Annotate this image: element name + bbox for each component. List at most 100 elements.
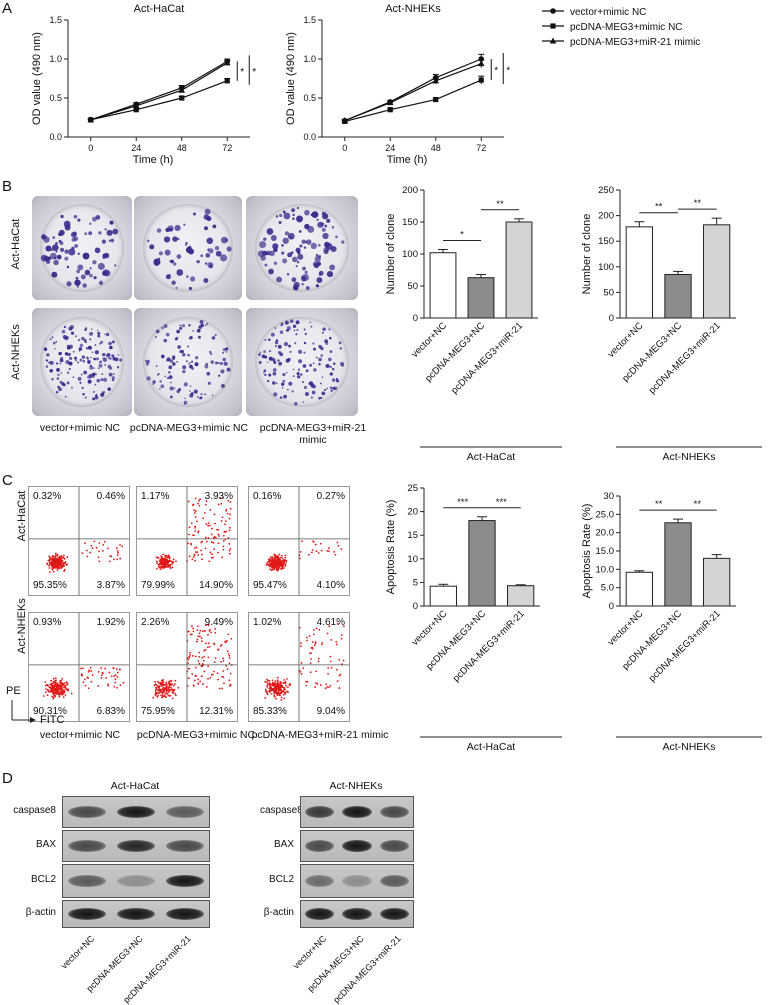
- quadrant-percent-ll: 95.35%: [33, 580, 67, 591]
- colony: [218, 374, 221, 377]
- event-dot: [284, 681, 287, 683]
- colony: [168, 365, 173, 370]
- event-dot: [270, 569, 273, 572]
- colony: [340, 361, 345, 366]
- colony: [102, 253, 107, 258]
- event-dot: [194, 526, 197, 529]
- colony: [317, 221, 324, 228]
- event-dot: [163, 687, 165, 690]
- colony: [70, 232, 77, 238]
- event-dot: [222, 545, 225, 548]
- event-dot: [53, 689, 55, 692]
- event-dot: [174, 679, 177, 682]
- colony: [97, 331, 101, 336]
- colony: [57, 233, 61, 236]
- event-dot: [164, 554, 166, 557]
- colony: [281, 386, 284, 389]
- colony: [309, 321, 312, 324]
- event-dot: [315, 682, 317, 685]
- event-dot: [227, 652, 230, 655]
- facs-col-label-2: pcDNA-MEG3+mimic NC: [136, 729, 256, 741]
- colony: [59, 358, 64, 363]
- panel-letter-a: A: [2, 0, 13, 17]
- colony-dots: [144, 319, 231, 405]
- event-dot: [53, 558, 56, 561]
- colony: [196, 395, 199, 398]
- colony: [72, 350, 75, 353]
- sig-star: *: [252, 67, 256, 78]
- blot-band: [305, 908, 335, 920]
- y-tick-label: 0.0: [303, 132, 316, 142]
- colony: [199, 319, 204, 324]
- event-dot: [67, 688, 70, 691]
- event-dot: [221, 516, 224, 519]
- colony: [52, 341, 56, 345]
- point-triangle: [87, 116, 95, 123]
- event-dot: [54, 681, 57, 684]
- colony: [311, 211, 319, 219]
- event-dot: [187, 662, 189, 664]
- blot-band: [117, 908, 155, 920]
- colony: [61, 230, 65, 234]
- blot-band: [117, 806, 155, 818]
- colony: [58, 351, 62, 356]
- colony: [77, 218, 81, 222]
- colony: [100, 392, 105, 397]
- colony: [188, 338, 191, 340]
- bar: [664, 522, 692, 607]
- colony: [212, 224, 217, 229]
- event-dot: [214, 627, 217, 630]
- event-dot: [315, 670, 318, 673]
- colony: [328, 328, 331, 331]
- event-dot: [50, 563, 53, 566]
- colony: [65, 336, 69, 340]
- event-dot: [164, 566, 166, 569]
- event-dot: [326, 632, 329, 635]
- event-dot: [276, 679, 279, 682]
- event-dot: [271, 679, 274, 682]
- colony: [302, 364, 307, 368]
- colony: [319, 382, 322, 385]
- event-dot: [209, 524, 211, 527]
- event-dot: [274, 554, 277, 557]
- event-dot: [54, 566, 57, 569]
- event-dot: [116, 554, 119, 556]
- event-dot: [166, 556, 169, 559]
- event-dot: [61, 692, 64, 695]
- event-dot: [300, 662, 303, 664]
- event-dot: [279, 681, 282, 683]
- colony: [102, 357, 107, 362]
- colony: [188, 248, 195, 255]
- event-dot: [319, 542, 322, 545]
- colony: [94, 350, 99, 355]
- event-dot: [269, 556, 272, 558]
- event-dot: [330, 660, 332, 663]
- colony: [259, 241, 267, 249]
- event-dot: [89, 551, 92, 554]
- event-dot: [191, 673, 194, 675]
- event-dot: [98, 560, 101, 563]
- event-dot: [216, 648, 219, 651]
- colony: [74, 279, 81, 286]
- event-dot: [106, 547, 109, 550]
- event-dot: [162, 566, 165, 569]
- colony: [185, 360, 188, 363]
- event-dot: [190, 543, 193, 546]
- colony: [92, 390, 96, 393]
- event-dot: [60, 555, 63, 558]
- colony: [183, 223, 186, 226]
- colony: [208, 350, 212, 354]
- event-dot: [85, 549, 88, 552]
- event-dot: [97, 556, 100, 559]
- event-dot: [284, 565, 287, 568]
- event-dot: [268, 689, 271, 692]
- event-dot: [206, 686, 208, 688]
- event-dot: [119, 684, 122, 687]
- event-dot: [318, 628, 321, 631]
- quadrant-percent-ur: 4.61%: [316, 617, 345, 628]
- event-dot: [60, 684, 63, 686]
- event-dot: [268, 687, 271, 690]
- event-dot: [319, 684, 322, 686]
- blot-strip: [62, 864, 210, 898]
- colony: [169, 359, 174, 363]
